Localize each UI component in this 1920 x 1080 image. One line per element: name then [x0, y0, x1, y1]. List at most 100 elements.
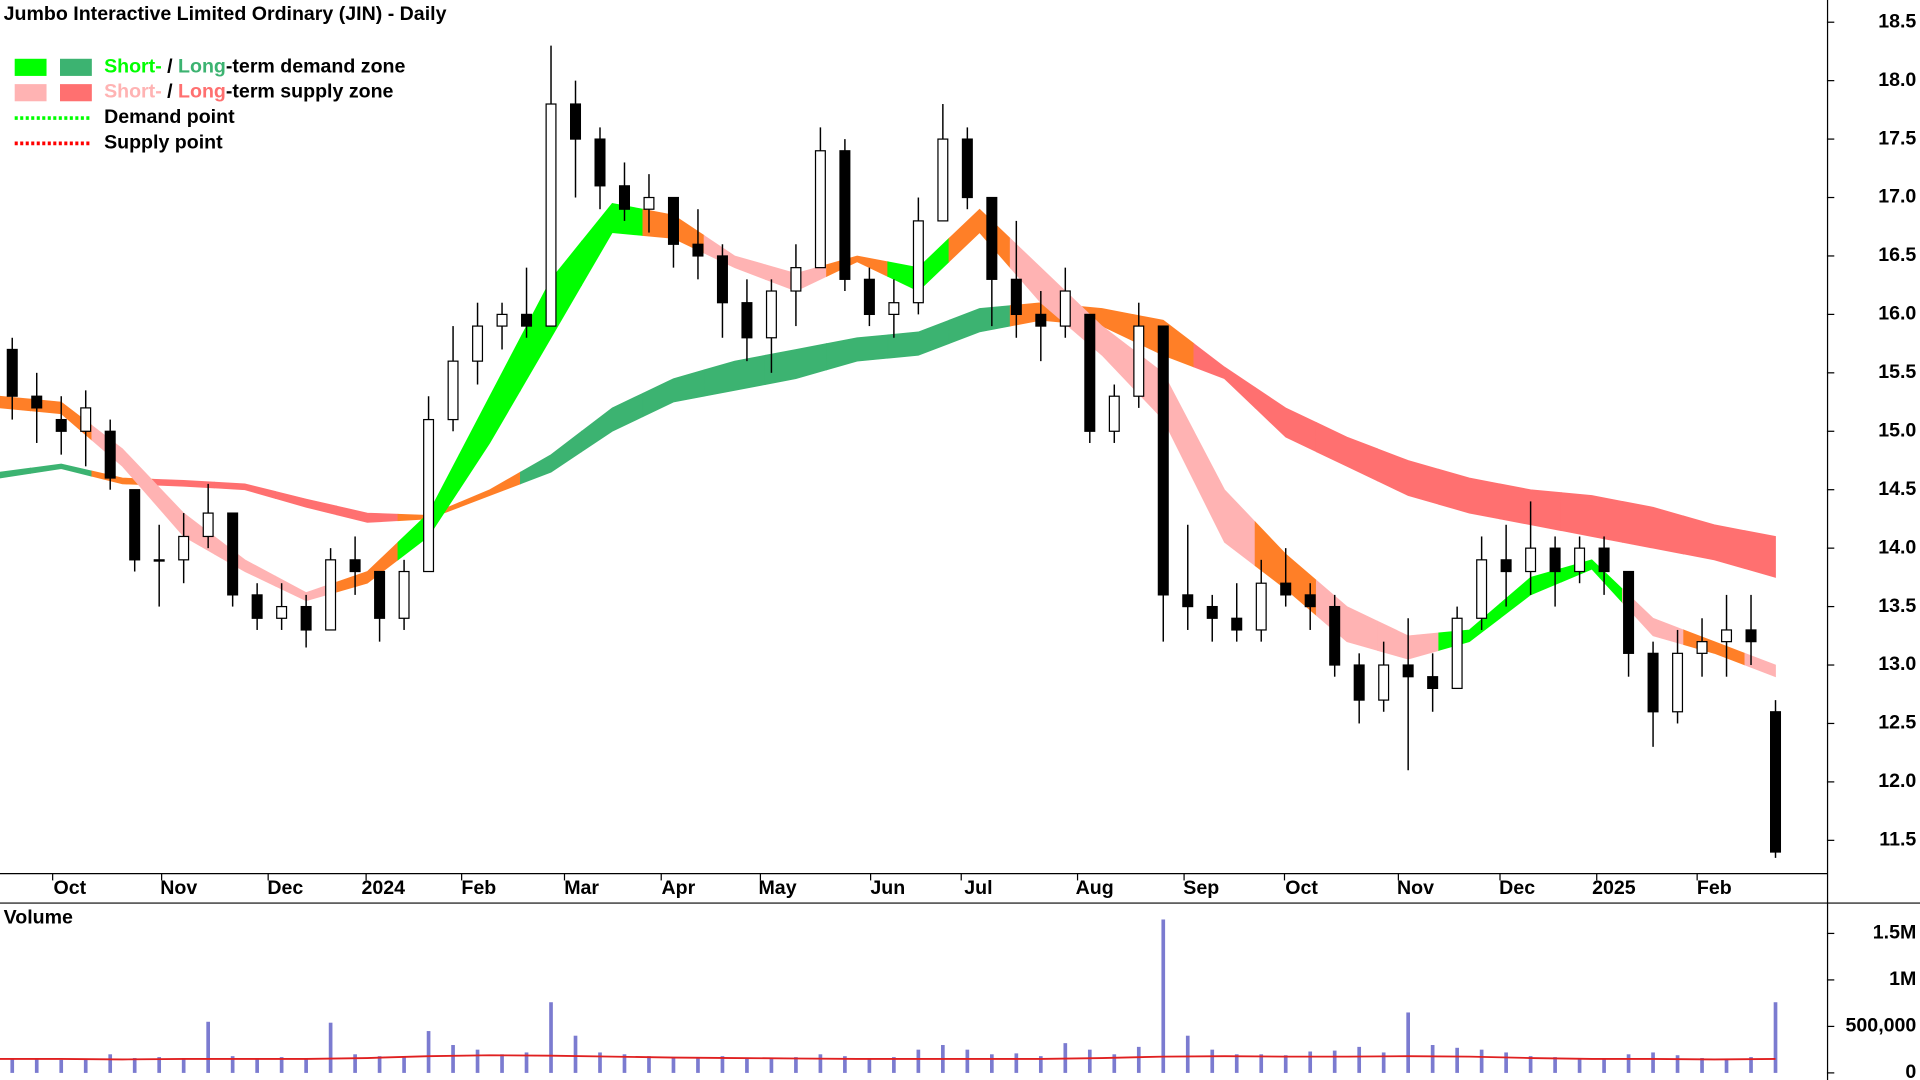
- candle-body: [741, 302, 753, 339]
- volume-bar: [1381, 1052, 1386, 1073]
- y-tick-label: 17.0: [1878, 186, 1916, 208]
- candle-body: [961, 138, 973, 199]
- volume-bar: [622, 1054, 627, 1073]
- volume-bar: [304, 1058, 308, 1073]
- volume-bar: [965, 1049, 970, 1073]
- zone-piece: [1622, 500, 1685, 555]
- volume-bar: [426, 1031, 431, 1073]
- x-tick-label: 2025: [1592, 877, 1636, 899]
- x-tick-label: 2024: [361, 877, 405, 899]
- volume-bar: [475, 1049, 480, 1073]
- legend-label: Demand point: [104, 106, 235, 128]
- volume-bar: [230, 1056, 235, 1073]
- legend-text: /: [162, 56, 178, 78]
- legend-swatch: [60, 58, 92, 76]
- volume-bar: [59, 1059, 64, 1073]
- candle-body: [300, 605, 312, 631]
- legend-label: Short- / Long-term demand zone: [104, 56, 405, 78]
- volume-bar: [1234, 1054, 1239, 1073]
- zone-piece: [336, 541, 399, 593]
- volume-bar: [794, 1057, 798, 1073]
- zone-piece: [1744, 530, 1776, 578]
- y-tick-label: 15.5: [1878, 361, 1916, 383]
- x-tick-label: Oct: [1285, 877, 1318, 899]
- volume-bar: [1504, 1052, 1508, 1073]
- volume-bar: [1283, 1055, 1288, 1073]
- candle-body: [1010, 278, 1022, 316]
- zone-piece: [1744, 652, 1776, 678]
- y-tick-label: 1M: [1889, 968, 1916, 990]
- y-tick-label: 12.5: [1878, 712, 1916, 734]
- volume-bar: [745, 1058, 749, 1073]
- volume-bar: [1406, 1012, 1410, 1073]
- x-tick-label: May: [759, 877, 797, 899]
- x-tick-label: Mar: [564, 877, 599, 899]
- zone-piece: [30, 463, 93, 477]
- volume-bar: [1455, 1047, 1459, 1073]
- legend-text: Supply point: [104, 132, 223, 154]
- volume-bar: [867, 1058, 872, 1073]
- candle-body: [888, 302, 900, 316]
- legend-text: Short-: [104, 81, 162, 103]
- zone-piece: [1254, 386, 1317, 453]
- zone-piece: [152, 478, 215, 489]
- volume-bar: [1773, 1002, 1778, 1073]
- volume-bar: [1136, 1046, 1141, 1073]
- candle-body: [1378, 664, 1390, 701]
- candle-body: [1451, 617, 1463, 690]
- volume-bar: [1332, 1050, 1337, 1073]
- candle-body: [863, 278, 875, 316]
- y-tick-label: 14.0: [1878, 536, 1916, 558]
- zone-piece: [275, 490, 338, 516]
- candle-body: [1525, 547, 1537, 573]
- x-tick-label: Jun: [870, 877, 905, 899]
- candle-body: [1598, 547, 1610, 573]
- candle-body: [643, 196, 655, 210]
- candle-body: [129, 489, 141, 561]
- candle-body: [1574, 547, 1586, 573]
- y-tick-label: 0: [1905, 1061, 1916, 1080]
- candle-body: [472, 325, 484, 362]
- candle-body: [1304, 594, 1316, 608]
- volume-bar: [181, 1058, 186, 1073]
- candle-body: [1280, 582, 1292, 596]
- zone-piece: [336, 505, 399, 523]
- x-tick-label: Dec: [267, 877, 303, 899]
- volume-bar: [402, 1057, 406, 1073]
- volume-bar: [1651, 1052, 1655, 1073]
- zone-piece: [887, 319, 950, 359]
- volume-bar: [1479, 1049, 1484, 1073]
- legend-label: Supply point: [104, 132, 223, 154]
- volume-bar: [1430, 1045, 1435, 1073]
- candle-body: [1329, 605, 1341, 666]
- y-tick-label: 13.0: [1878, 653, 1916, 675]
- candle-body: [545, 103, 557, 327]
- volume-bar: [500, 1054, 504, 1073]
- zone-piece: [1315, 579, 1378, 651]
- legend-text: Short-: [104, 56, 162, 78]
- volume-bar: [598, 1052, 602, 1073]
- candle-body: [1427, 676, 1439, 690]
- volume-bar: [157, 1057, 162, 1073]
- volume-bar: [1528, 1056, 1533, 1073]
- volume-bar: [1357, 1046, 1362, 1073]
- candle-body: [1255, 582, 1267, 631]
- legend-text: /: [162, 81, 178, 103]
- volume-bar: [10, 1058, 15, 1073]
- x-tick-label: Dec: [1499, 877, 1535, 899]
- volume-bar: [892, 1057, 896, 1073]
- zone-piece: [213, 535, 276, 587]
- x-tick-label: Feb: [461, 877, 496, 899]
- y-tick-label: 12.0: [1878, 770, 1916, 792]
- candle-body: [839, 150, 851, 280]
- y-tick-label: 16.5: [1878, 244, 1916, 266]
- chart-title: Volume: [4, 907, 73, 929]
- zone-piece: [1377, 448, 1440, 505]
- y-tick-label: 18.5: [1878, 10, 1916, 32]
- volume-bar: [1553, 1057, 1557, 1073]
- zone-piece: [581, 202, 644, 287]
- candle-body: [937, 138, 949, 222]
- candle-body: [986, 196, 998, 280]
- legend-label: Short- / Long-term supply zone: [104, 81, 393, 103]
